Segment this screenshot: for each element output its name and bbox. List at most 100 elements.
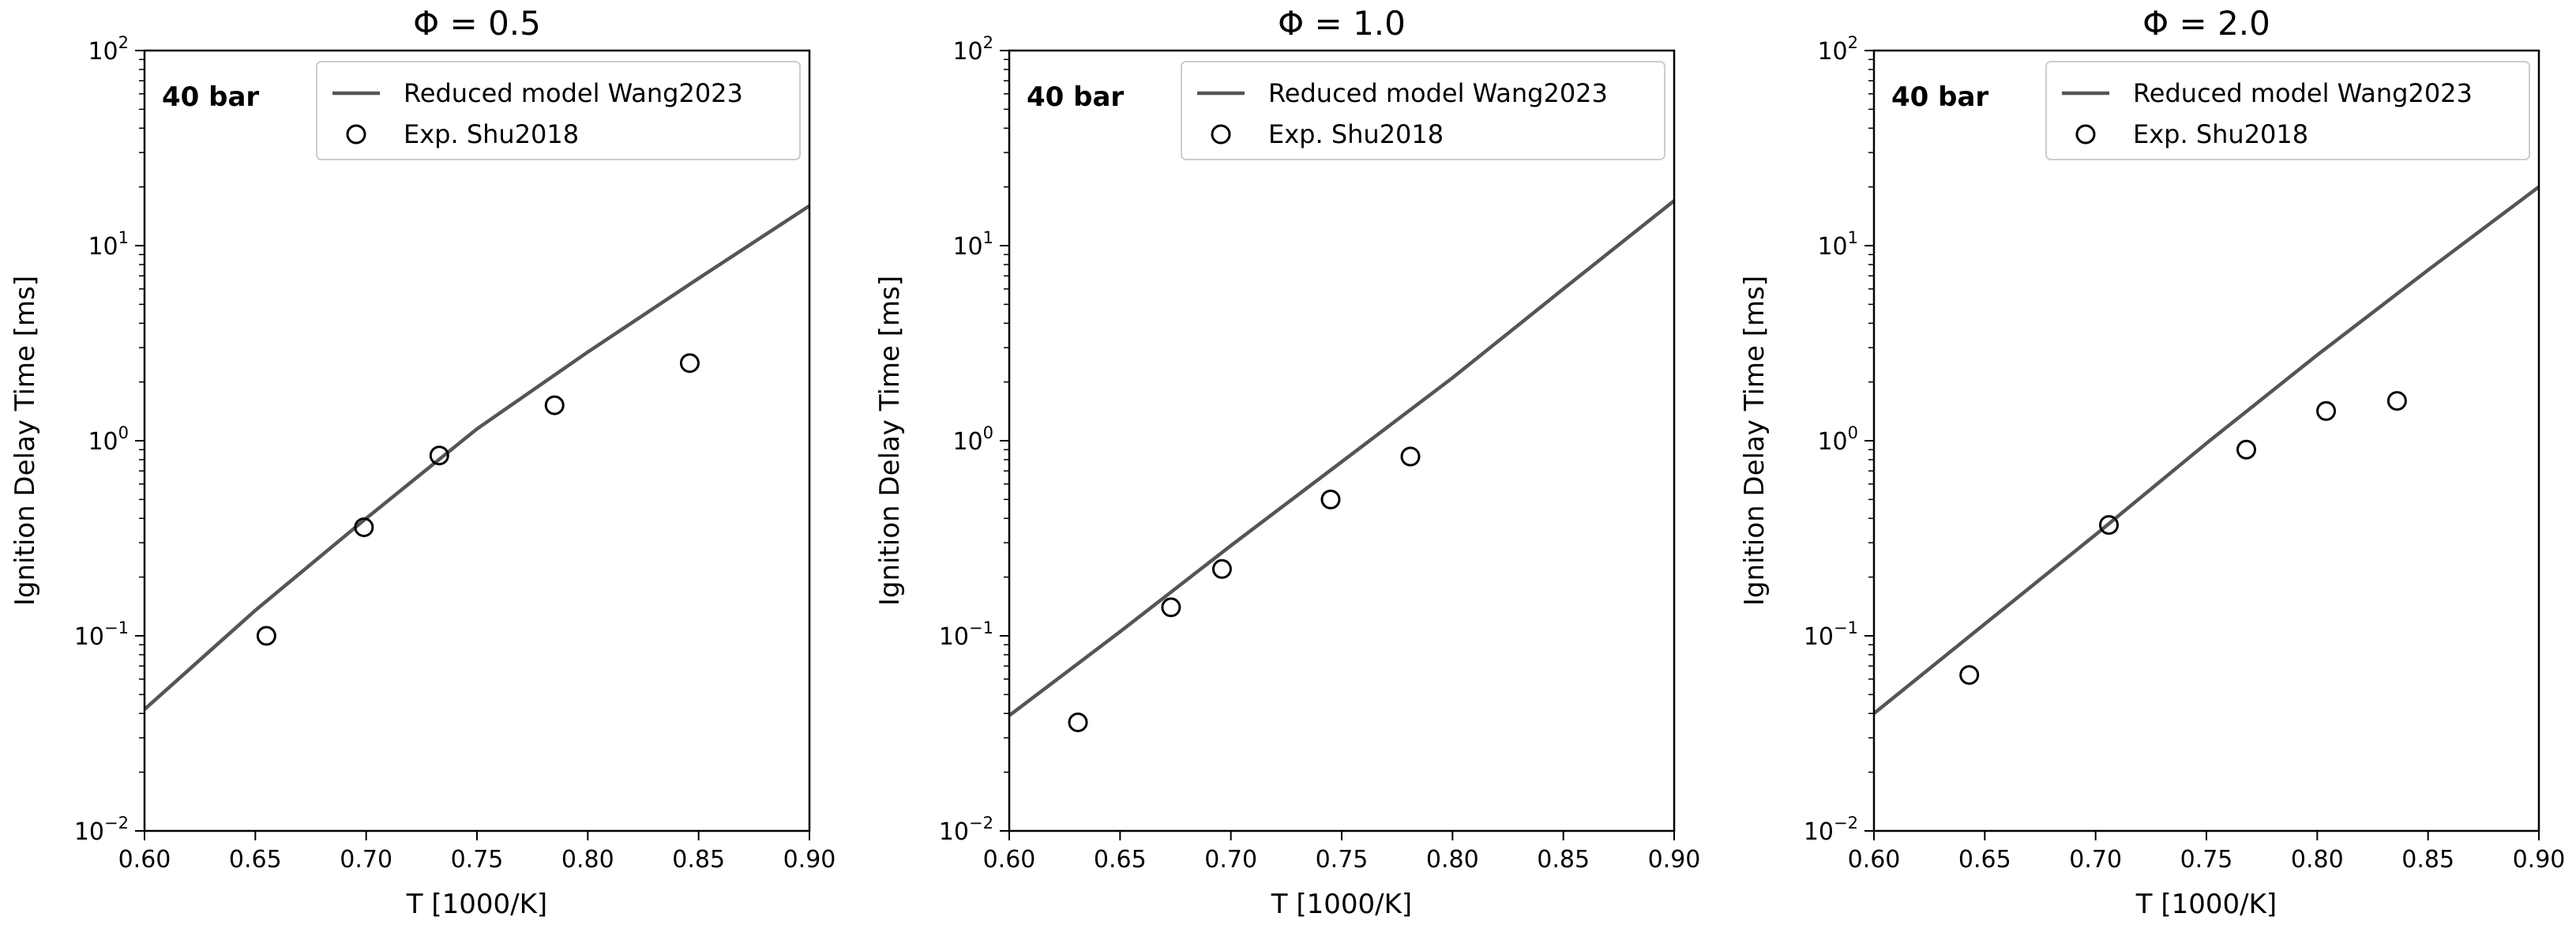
chart-title: Φ = 1.0	[1278, 4, 1406, 43]
x-tick-label: 0.90	[783, 846, 836, 874]
chart-panel-2: Φ = 1.00.60 0.65 0.70 0.75 0.80 0.85 0.9010−21…	[874, 4, 1700, 920]
legend-box	[1181, 61, 1665, 160]
legend-label: Exp. Shu2018	[1268, 119, 1444, 149]
y-tick-base: 10	[1817, 428, 1847, 456]
x-tick-label: 0.80	[1426, 846, 1479, 874]
legend-label: Reduced model Wang2023	[1268, 78, 1608, 108]
data-point-exp	[2316, 400, 2337, 421]
y-tick-base: 10	[88, 428, 118, 456]
legend: Reduced model Wang2023 Exp. Shu2018	[316, 61, 801, 160]
y-tick-exponent: 2	[118, 33, 129, 52]
axes-frame	[1008, 49, 1676, 832]
y-tick-exponent: 0	[118, 423, 129, 442]
y-tick-exponent: −2	[969, 814, 993, 832]
y-tick-base: 10	[1804, 623, 1834, 651]
x-tick-label: 0.60	[118, 846, 171, 874]
y-tick-base: 10	[1804, 818, 1834, 846]
data-point-exp	[2386, 391, 2407, 412]
y-tick-label: 101	[88, 228, 129, 261]
y-tick-base: 10	[74, 623, 104, 651]
series-line-reduced-model	[145, 204, 809, 711]
y-tick-exponent: −2	[1834, 814, 1858, 832]
y-tick-label: 102	[1817, 33, 1858, 66]
pressure-annotation: 40 bar	[1891, 81, 1988, 113]
y-tick-label: 102	[88, 33, 129, 66]
y-tick-exponent: −1	[104, 618, 129, 637]
y-axis-label: Ignition Delay Time [ms]	[9, 276, 41, 606]
chart-panel-1: Φ = 0.50.60 0.65 0.70 0.75 0.80 0.85 0.9010−21…	[9, 4, 836, 920]
x-tick-label: 0.65	[229, 846, 282, 874]
y-tick-label: 101	[1817, 228, 1858, 261]
x-axis-label: T [1000/K]	[406, 889, 547, 920]
x-tick-label: 0.60	[1848, 846, 1901, 874]
x-tick-label: 0.70	[340, 846, 392, 874]
y-tick-label: 101	[952, 228, 993, 261]
data-point-exp	[679, 353, 700, 374]
y-tick-exponent: 1	[118, 228, 129, 247]
y-axis-label: Ignition Delay Time [ms]	[1739, 276, 1771, 606]
y-tick-exponent: 0	[1848, 423, 1858, 442]
pressure-annotation: 40 bar	[162, 81, 259, 113]
y-tick-label: 100	[952, 423, 993, 456]
legend: Reduced model Wang2023 Exp. Shu2018	[1181, 61, 1665, 160]
y-tick-base: 10	[952, 38, 982, 66]
x-tick-label: 0.75	[2180, 846, 2233, 874]
legend-marker-swatch	[2075, 124, 2096, 145]
y-tick-exponent: 2	[1848, 33, 1858, 52]
series-line-reduced-model	[1009, 199, 1674, 717]
x-tick-label: 0.85	[1537, 846, 1590, 874]
x-tick-label: 0.70	[2069, 846, 2122, 874]
y-tick-label: 102	[952, 33, 993, 66]
data-point-exp	[1400, 446, 1421, 467]
y-tick-base: 10	[88, 38, 118, 66]
data-point-exp	[256, 626, 276, 646]
plot-area	[1874, 185, 2539, 716]
y-tick-label: 10−1	[1804, 618, 1858, 651]
plot-area	[145, 204, 809, 711]
y-tick-label: 100	[88, 423, 129, 456]
y-axis-label: Ignition Delay Time [ms]	[874, 276, 906, 606]
data-point-exp	[1211, 558, 1232, 579]
y-tick-exponent: −1	[969, 618, 993, 637]
x-tick-label: 0.70	[1204, 846, 1257, 874]
x-tick-label: 0.75	[1316, 846, 1369, 874]
y-tick-exponent: −2	[104, 814, 129, 832]
axes-frame	[1872, 49, 2540, 832]
y-tick-base: 10	[939, 818, 969, 846]
legend-box	[2045, 61, 2530, 160]
y-tick-label: 10−2	[1804, 814, 1858, 846]
y-tick-base: 10	[88, 233, 118, 261]
y-tick-base: 10	[952, 428, 982, 456]
data-point-exp	[1959, 665, 1980, 686]
data-point-exp	[429, 445, 449, 466]
y-tick-label: 10−1	[939, 618, 993, 651]
data-point-exp	[1068, 712, 1088, 733]
legend-box	[316, 61, 801, 160]
y-tick-label: 100	[1817, 423, 1858, 456]
x-tick-label: 0.80	[2291, 846, 2344, 874]
legend-label: Exp. Shu2018	[404, 119, 579, 149]
y-tick-base: 10	[952, 233, 982, 261]
y-tick-exponent: −1	[1834, 618, 1858, 637]
x-tick-label: 0.85	[672, 846, 725, 874]
chart-title: Φ = 2.0	[2142, 4, 2270, 43]
legend-marker-swatch	[1211, 124, 1231, 145]
legend-label: Exp. Shu2018	[2133, 119, 2308, 149]
data-point-exp	[2236, 439, 2257, 460]
y-tick-base: 10	[1817, 233, 1847, 261]
y-tick-base: 10	[1817, 38, 1847, 66]
legend-marker-swatch	[346, 124, 366, 145]
x-tick-label: 0.85	[2401, 846, 2454, 874]
data-point-exp	[544, 395, 565, 415]
data-point-exp	[1161, 597, 1181, 618]
legend-label: Reduced model Wang2023	[2133, 78, 2473, 108]
y-tick-exponent: 1	[1848, 228, 1858, 247]
x-tick-label: 0.80	[561, 846, 614, 874]
y-tick-exponent: 2	[983, 33, 993, 52]
x-tick-label: 0.90	[1648, 846, 1701, 874]
legend-label: Reduced model Wang2023	[404, 78, 743, 108]
series-line-reduced-model	[1874, 185, 2539, 716]
y-tick-base: 10	[939, 623, 969, 651]
axes-frame	[143, 49, 811, 832]
